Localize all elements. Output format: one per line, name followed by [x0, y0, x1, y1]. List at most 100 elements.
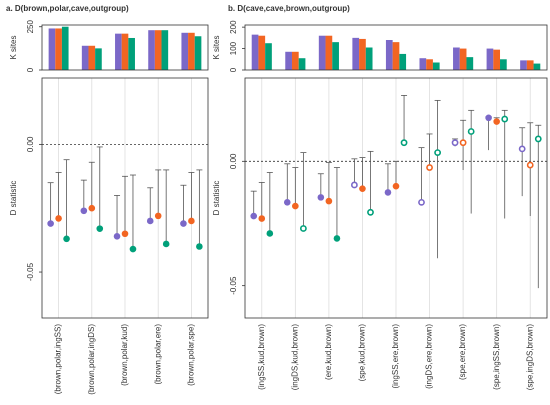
bar	[81, 45, 89, 70]
point	[55, 215, 62, 222]
point	[162, 240, 170, 248]
point	[317, 194, 325, 201]
panel-title: b. D(cave,cave,brown,outgroup)	[228, 4, 350, 13]
point	[493, 118, 500, 125]
point	[63, 235, 70, 243]
y-tick-label: 0	[26, 67, 35, 72]
x-tick-label: (ingDS,kud,brown)	[290, 324, 299, 391]
bar	[385, 40, 393, 70]
open-point	[467, 128, 475, 135]
point	[180, 220, 187, 227]
x-tick-label: (ingSS,kud,brown)	[257, 324, 266, 390]
point	[283, 199, 291, 206]
y-tick-label: -0.05	[26, 262, 35, 281]
point	[129, 245, 137, 253]
bar	[453, 47, 460, 70]
point	[196, 243, 203, 250]
bar	[432, 62, 440, 70]
y-axis-label: K sites	[212, 35, 221, 59]
x-tick-label: (spe,ingSS,brown)	[492, 324, 501, 390]
bar	[115, 33, 122, 70]
bar	[48, 28, 56, 70]
bar	[332, 42, 339, 70]
x-tick-label: (spe,ingDS,brown)	[525, 324, 534, 391]
bar	[426, 59, 433, 70]
bar	[459, 48, 467, 70]
point	[292, 202, 299, 210]
x-tick-label: (ere,kud,brown)	[324, 324, 333, 380]
bar	[61, 26, 69, 70]
point	[266, 230, 274, 237]
bar	[95, 48, 102, 70]
point	[113, 232, 121, 240]
y-tick-label: 200	[229, 20, 238, 34]
open-point	[400, 139, 408, 147]
point	[96, 225, 104, 232]
x-tick-label: (brown,polar,ere)	[153, 324, 162, 385]
open-point	[451, 139, 459, 147]
x-tick-label: (ingSS,ere,brown)	[391, 324, 400, 389]
bar	[365, 47, 373, 70]
point	[121, 230, 129, 238]
bar	[526, 60, 534, 70]
bar	[148, 30, 155, 71]
bar	[466, 57, 474, 70]
point	[384, 189, 392, 196]
point	[154, 212, 162, 220]
bar	[318, 35, 326, 70]
bar	[325, 35, 333, 70]
bar	[55, 28, 62, 70]
bar	[154, 30, 162, 71]
bar	[352, 37, 360, 70]
point	[325, 197, 333, 205]
open-point	[459, 139, 467, 147]
point	[146, 217, 154, 225]
bar	[188, 32, 195, 70]
x-tick-label: (brown,polar,ingDS)	[87, 324, 96, 395]
point	[359, 185, 366, 192]
bar	[181, 32, 189, 70]
bar	[88, 45, 96, 70]
plot-frame	[41, 77, 209, 319]
point	[250, 212, 258, 220]
bar	[285, 51, 292, 70]
bar	[399, 53, 407, 70]
point	[392, 182, 400, 190]
bar	[520, 60, 527, 70]
bar	[258, 35, 266, 70]
y-tick-label: -0.05	[229, 276, 238, 295]
x-tick-label: (spe,kud,brown)	[358, 324, 367, 382]
y-tick-label: 0.00	[26, 136, 35, 152]
point	[88, 204, 96, 212]
x-tick-label: (ingDS,ere,brown)	[425, 324, 434, 389]
y-tick-label: 100	[229, 41, 238, 55]
bar	[392, 42, 400, 70]
open-point	[350, 181, 358, 189]
bar	[161, 30, 169, 71]
y-axis-label: D statistic	[9, 181, 18, 216]
point	[258, 215, 266, 222]
panel-title: a. D(brown,polar,cave,outgroup)	[6, 4, 129, 13]
y-tick-label: 0.00	[229, 153, 238, 169]
plot-frame	[244, 77, 548, 319]
open-point	[426, 164, 433, 171]
point	[80, 207, 88, 215]
bar	[128, 37, 135, 70]
bar	[265, 43, 272, 70]
open-point	[434, 149, 442, 157]
bar	[194, 36, 202, 70]
y-tick-label: 0	[229, 67, 238, 72]
open-point	[526, 161, 534, 169]
point	[47, 220, 54, 227]
open-point	[418, 198, 425, 206]
x-tick-label: (spe,ere,brown)	[458, 324, 467, 380]
open-point	[534, 135, 542, 143]
point	[333, 235, 341, 242]
plot-frame	[244, 24, 548, 71]
bar	[298, 58, 306, 70]
y-axis-label: K sites	[9, 35, 18, 59]
bar	[419, 58, 427, 70]
x-tick-label: (brown,polar,ingSS)	[54, 324, 63, 395]
point	[188, 217, 195, 225]
